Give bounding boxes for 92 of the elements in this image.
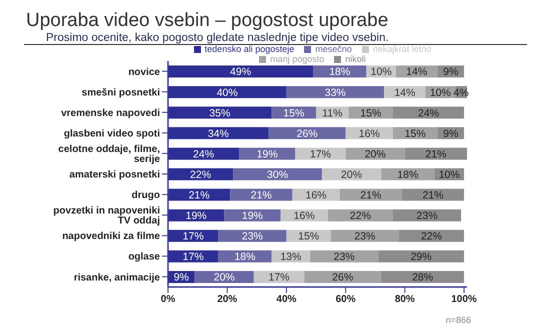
bar bbox=[230, 188, 292, 201]
bar bbox=[330, 230, 399, 242]
data-label: 16% bbox=[294, 210, 315, 222]
data-label: 17% bbox=[310, 148, 331, 160]
y-tick-label: smešni posnetki bbox=[82, 87, 160, 98]
y-tick-label: oglase bbox=[128, 252, 160, 263]
y-tick-label: novice bbox=[128, 66, 160, 78]
data-label: 17% bbox=[268, 272, 290, 284]
bar bbox=[340, 188, 402, 201]
bar bbox=[304, 270, 382, 283]
data-label: 10% bbox=[370, 66, 392, 78]
data-label: 16% bbox=[358, 128, 380, 140]
data-label: 24% bbox=[193, 148, 214, 160]
x-tick-label: 100% bbox=[451, 294, 477, 306]
data-label: 20% bbox=[364, 148, 386, 160]
bar bbox=[286, 86, 384, 98]
data-label: 21% bbox=[250, 190, 272, 202]
data-label: 18% bbox=[234, 251, 256, 264]
bar bbox=[268, 127, 346, 140]
legend-label: mesečno bbox=[315, 44, 352, 54]
text: n=866 bbox=[446, 315, 471, 325]
data-label: 23% bbox=[416, 210, 438, 222]
data-label: 23% bbox=[242, 230, 263, 243]
data-label: 9% bbox=[443, 66, 458, 78]
data-label: 24% bbox=[418, 107, 440, 120]
legend-label: manj pogosto bbox=[270, 54, 324, 64]
data-label: 16% bbox=[306, 190, 327, 202]
y-tick-label: drugo bbox=[132, 190, 160, 202]
data-label: 22% bbox=[420, 230, 442, 243]
data-label: 21% bbox=[422, 190, 444, 202]
y-tick-label: glasbeni video spoti bbox=[64, 128, 160, 140]
data-label: 22% bbox=[190, 168, 212, 181]
y-tick-label: risanke, animacije bbox=[74, 272, 160, 284]
bar bbox=[310, 250, 378, 262]
x-tick-label: 40% bbox=[276, 294, 297, 306]
bar bbox=[378, 250, 464, 262]
data-label: 10% bbox=[438, 168, 460, 181]
bar bbox=[218, 230, 286, 242]
data-label: 13% bbox=[280, 251, 302, 264]
data-label: 23% bbox=[354, 230, 376, 243]
data-label: 17% bbox=[182, 230, 204, 243]
legend-label: tedensko ali pogosteje bbox=[204, 44, 294, 54]
data-label: 14% bbox=[406, 66, 428, 78]
data-label: 40% bbox=[216, 86, 238, 99]
bar bbox=[402, 188, 464, 201]
data-label: 26% bbox=[296, 128, 318, 140]
data-label: 11% bbox=[322, 107, 342, 120]
data-label: 22% bbox=[350, 210, 371, 222]
data-label: 20% bbox=[214, 272, 235, 284]
data-label: 19% bbox=[186, 210, 207, 222]
data-label: 17% bbox=[182, 251, 204, 264]
data-label: 18% bbox=[397, 168, 418, 181]
y-tick-label: celotne oddaje, filme, serije bbox=[58, 144, 160, 166]
data-label: 19% bbox=[256, 148, 278, 160]
chart-subtitle: Prosimo ocenite, kako pogosto gledate naslednje tipe video vsebin. bbox=[24, 32, 527, 45]
data-label: 9% bbox=[174, 272, 189, 284]
data-label: 30% bbox=[267, 168, 288, 181]
bar bbox=[392, 209, 462, 222]
bar bbox=[381, 270, 464, 283]
y-tick-label: napovedniki za filme bbox=[62, 231, 160, 242]
data-label: 15% bbox=[298, 230, 320, 243]
data-label: 21% bbox=[425, 148, 446, 160]
chart-title: Uporaba video vsebin – pogostost uporabe bbox=[25, 9, 390, 32]
data-label: 14% bbox=[394, 86, 416, 99]
y-tick-label: vremenske napovedi bbox=[61, 108, 160, 119]
x-tick-label: 0% bbox=[160, 294, 176, 306]
x-tick-label: 60% bbox=[336, 294, 356, 306]
data-label: 34% bbox=[208, 128, 229, 140]
data-label: 18% bbox=[329, 66, 350, 78]
data-label: 26% bbox=[332, 272, 354, 284]
data-label: 15% bbox=[404, 128, 426, 140]
x-tick-label: 20% bbox=[217, 294, 238, 306]
y-tick-label: povzetki in napoveniki TV oddaj bbox=[53, 206, 160, 227]
data-label: 15% bbox=[360, 107, 382, 120]
data-label: 35% bbox=[209, 107, 230, 120]
data-label: 23% bbox=[334, 251, 355, 264]
data-label: 33% bbox=[324, 86, 346, 99]
data-label: 20% bbox=[341, 168, 362, 181]
legend-label: nikoli bbox=[345, 54, 366, 64]
data-label: 9% bbox=[443, 128, 458, 140]
data-label: 19% bbox=[242, 210, 263, 222]
x-tick-label: 80% bbox=[394, 294, 415, 306]
data-label: 15% bbox=[283, 107, 304, 120]
data-label: 28% bbox=[412, 272, 434, 284]
y-tick-label: amaterski posnetki bbox=[69, 170, 160, 181]
data-label: 21% bbox=[360, 190, 382, 202]
data-label: 49% bbox=[230, 66, 252, 78]
data-label: 29% bbox=[410, 251, 432, 264]
data-label: 21% bbox=[188, 190, 210, 202]
bar bbox=[392, 106, 464, 119]
bar bbox=[233, 168, 322, 180]
data-label: 10% bbox=[430, 86, 451, 99]
